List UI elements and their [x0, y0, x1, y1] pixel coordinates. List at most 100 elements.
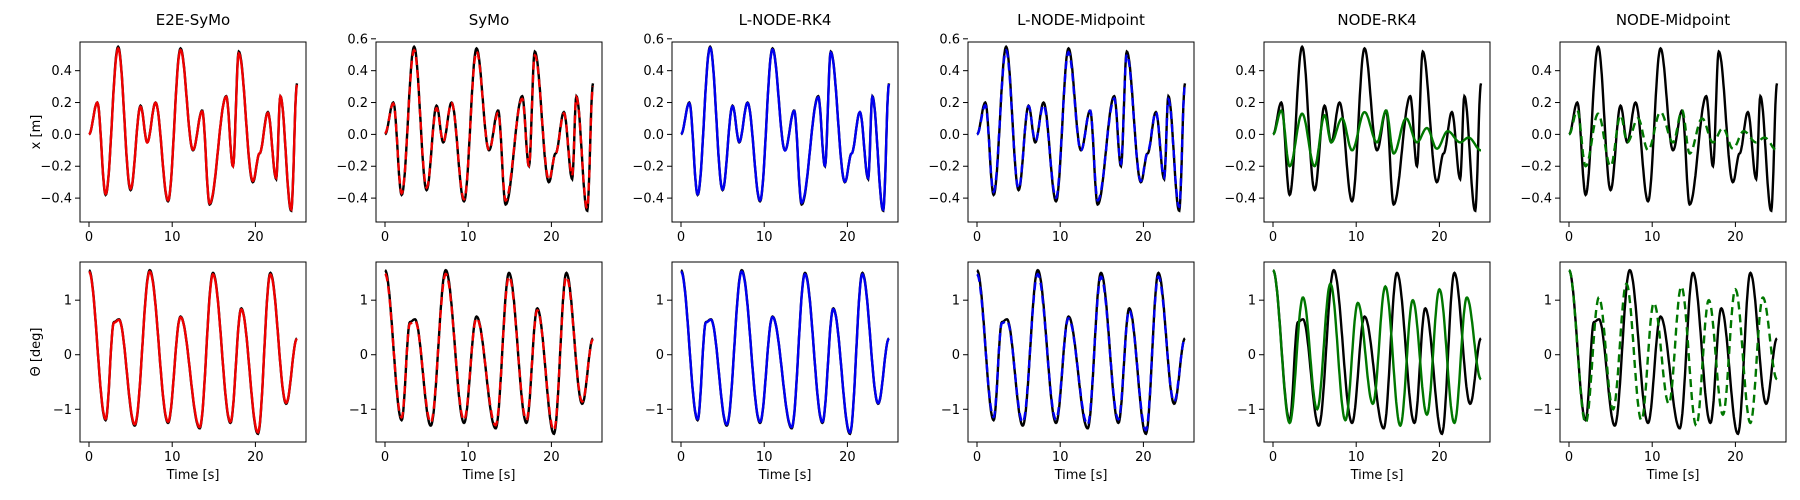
y-tick-label: 0 [360, 348, 368, 363]
y-tick-label: 0.6 [643, 32, 664, 47]
x-tick-label: 0 [1269, 450, 1277, 465]
y-tick-label: 0 [952, 348, 960, 363]
x-tick-label: 20 [1727, 230, 1744, 245]
x-tick-label: 20 [247, 450, 264, 465]
axes-r0-c5 [1559, 41, 1787, 223]
y-tick-label: 1 [1544, 294, 1552, 309]
axes-r0-c1 [375, 41, 603, 223]
y-tick-label: −0.4 [40, 192, 72, 207]
y-tick-label: 1 [1248, 294, 1256, 309]
series-prediction [384, 272, 594, 432]
y-tick-label: 0.2 [1531, 96, 1552, 111]
series-ground-truth [1568, 268, 1778, 436]
series-prediction [680, 270, 890, 434]
y-tick-label: 0.0 [1531, 128, 1552, 143]
x-tick-label: 0 [973, 230, 981, 245]
x-tick-label: 20 [543, 450, 560, 465]
y-tick-label: 0.0 [347, 128, 368, 143]
x-axis-label: Time [s] [1350, 468, 1404, 483]
x-tick-label: 20 [1431, 450, 1448, 465]
series-prediction [1272, 109, 1481, 168]
y-tick-label: −1 [645, 403, 664, 418]
axes-r1-c5 [1559, 261, 1787, 443]
subplot-title-4: NODE-RK4 [1337, 11, 1416, 29]
series-prediction [88, 270, 298, 434]
x-tick-label: 20 [839, 450, 856, 465]
y-axis-label: x [m] [29, 115, 44, 150]
subplot-title-3: L-NODE-Midpoint [1017, 11, 1145, 29]
x-tick-label: 0 [677, 230, 685, 245]
y-tick-label: 0.4 [643, 64, 664, 79]
x-axis-label: Time [s] [758, 468, 812, 483]
y-tick-label: 0.4 [1235, 64, 1256, 79]
axes-r1-c2 [671, 261, 899, 443]
x-tick-label: 0 [973, 450, 981, 465]
x-tick-label: 0 [85, 450, 93, 465]
series-prediction [976, 48, 1187, 209]
y-tick-label: −0.2 [40, 160, 72, 175]
x-tick-label: 20 [247, 230, 264, 245]
y-tick-label: 0.2 [643, 96, 664, 111]
x-tick-label: 10 [460, 450, 477, 465]
axes-r1-c1 [375, 261, 603, 443]
x-tick-label: 20 [839, 230, 856, 245]
series-ground-truth [384, 268, 594, 436]
y-tick-label: 0 [656, 348, 664, 363]
x-tick-label: 10 [164, 450, 181, 465]
series-ground-truth [1272, 268, 1482, 436]
x-axis-label: Time [s] [1646, 468, 1700, 483]
y-tick-label: −1 [1533, 403, 1552, 418]
x-tick-label: 10 [460, 230, 477, 245]
subplot-title-5: NODE-Midpoint [1616, 11, 1730, 29]
y-tick-label: 0.4 [347, 64, 368, 79]
x-tick-label: 0 [677, 450, 685, 465]
y-tick-label: 0.2 [347, 96, 368, 111]
x-tick-label: 10 [1348, 450, 1365, 465]
y-tick-label: −1 [1237, 403, 1256, 418]
x-axis-label: Time [s] [1054, 468, 1108, 483]
series-ground-truth [384, 44, 595, 213]
series-prediction [1568, 269, 1778, 428]
y-tick-label: −1 [53, 403, 72, 418]
subplot-title-0: E2E-SyMo [156, 11, 230, 29]
x-tick-label: 20 [543, 230, 560, 245]
series-ground-truth [1272, 44, 1483, 213]
y-tick-label: −0.2 [336, 160, 368, 175]
y-tick-label: 0.0 [939, 128, 960, 143]
x-tick-label: 0 [1565, 230, 1573, 245]
y-tick-label: −0.2 [1520, 160, 1552, 175]
y-tick-label: −0.2 [632, 160, 664, 175]
x-axis-label: Time [s] [462, 468, 516, 483]
x-tick-label: 20 [1135, 450, 1152, 465]
series-prediction [1568, 109, 1777, 168]
series-ground-truth [680, 268, 890, 436]
x-axis-label: Time [s] [166, 468, 220, 483]
series-ground-truth [88, 268, 298, 436]
series-ground-truth [1568, 44, 1779, 213]
y-tick-label: 0.6 [347, 32, 368, 47]
y-tick-label: 0 [1248, 348, 1256, 363]
y-tick-label: 1 [360, 294, 368, 309]
series-ground-truth [976, 44, 1187, 213]
series-prediction [1272, 269, 1482, 428]
axes-r1-c0 [79, 261, 307, 443]
x-tick-label: 20 [1431, 230, 1448, 245]
y-tick-label: 1 [64, 294, 72, 309]
series-prediction [976, 272, 1186, 432]
x-tick-label: 10 [1052, 230, 1069, 245]
y-tick-label: −0.2 [928, 160, 960, 175]
series-ground-truth [976, 268, 1186, 436]
y-tick-label: 0.2 [939, 96, 960, 111]
y-tick-label: −0.4 [1224, 192, 1256, 207]
axes-r0-c3 [967, 41, 1195, 223]
y-tick-label: −1 [941, 403, 960, 418]
y-tick-label: 1 [952, 294, 960, 309]
y-tick-label: 1 [656, 294, 664, 309]
y-tick-label: 0.6 [939, 32, 960, 47]
axes-r0-c4 [1263, 41, 1491, 223]
series-prediction [88, 46, 299, 212]
y-tick-label: −0.2 [1224, 160, 1256, 175]
x-tick-label: 10 [164, 230, 181, 245]
subplot-title-2: L-NODE-RK4 [739, 11, 832, 29]
y-axis-label: Θ [deg] [29, 327, 44, 376]
